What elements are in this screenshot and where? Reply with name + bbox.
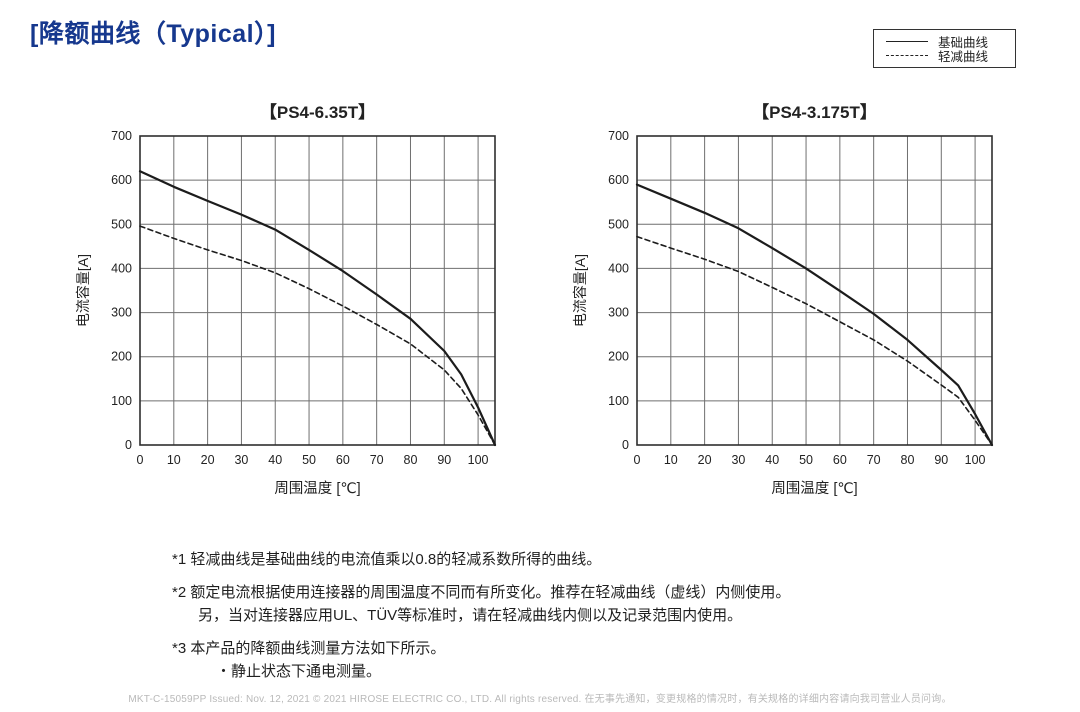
footnotes: *1 轻减曲线是基础曲线的电流值乘以0.8的轻减系数所得的曲线。 *2 额定电流…	[172, 548, 790, 683]
footnote-3: *3 本产品的降额曲线测量方法如下所示。	[172, 640, 446, 657]
svg-text:20: 20	[698, 453, 712, 467]
svg-text:10: 10	[167, 453, 181, 467]
page-title: [降额曲线（Typical）]	[30, 20, 276, 48]
svg-text:400: 400	[111, 261, 132, 275]
svg-text:90: 90	[934, 453, 948, 467]
svg-text:电流容量[A]: 电流容量[A]	[572, 254, 588, 327]
footnote-1: *1 轻减曲线是基础曲线的电流值乘以0.8的轻减系数所得的曲线。	[172, 551, 602, 568]
solid-line-icon	[886, 40, 928, 42]
legend: 基础曲线 轻减曲线	[873, 29, 1016, 68]
svg-text:600: 600	[111, 173, 132, 187]
svg-text:10: 10	[664, 453, 678, 467]
svg-text:300: 300	[111, 306, 132, 320]
svg-text:200: 200	[608, 350, 629, 364]
svg-text:50: 50	[799, 453, 813, 467]
svg-text:周围温度 [℃]: 周围温度 [℃]	[771, 480, 857, 496]
svg-text:30: 30	[731, 453, 745, 467]
derating-chart-svg: 0 100 200 300 400 500 600 700 0 10 20 30 40 50 60 70 80 9…	[75, 102, 497, 497]
svg-text:60: 60	[336, 453, 350, 467]
svg-text:200: 200	[111, 350, 132, 364]
svg-text:100: 100	[468, 453, 489, 467]
legend-item-base-curve: 基础曲线	[886, 34, 1005, 50]
svg-text:【PS4-3.175T】: 【PS4-3.175T】	[752, 102, 877, 122]
footnote-2: *2 额定电流根据使用连接器的周围温度不同而有所变化。推荐在轻减曲线（虚线）内侧…	[172, 584, 791, 601]
svg-text:70: 70	[867, 453, 881, 467]
svg-text:300: 300	[608, 306, 629, 320]
svg-text:500: 500	[608, 217, 629, 231]
svg-text:700: 700	[111, 129, 132, 143]
svg-text:0: 0	[137, 453, 144, 467]
svg-text:80: 80	[901, 453, 915, 467]
svg-text:500: 500	[111, 217, 132, 231]
chart-ps4-3-175t: 0 100 200 300 400 500 600 700 0 10 20 30 40 50 60 70 80 9…	[565, 96, 1025, 497]
charts-row: 0 100 200 300 400 500 600 700 0 10 20 30 40 50 60 70 80 9…	[68, 96, 1025, 497]
svg-text:100: 100	[965, 453, 986, 467]
svg-text:100: 100	[111, 394, 132, 408]
svg-text:【PS4-6.35T】: 【PS4-6.35T】	[260, 102, 375, 122]
svg-text:80: 80	[404, 453, 418, 467]
svg-text:60: 60	[833, 453, 847, 467]
svg-text:90: 90	[437, 453, 451, 467]
svg-text:100: 100	[608, 394, 629, 408]
svg-text:600: 600	[608, 173, 629, 187]
legend-label: 基础曲线	[938, 35, 989, 50]
footnote-2-continued: 另，当对连接器应用UL、TÜV等标准时，请在轻减曲线内侧以及记录范围内使用。	[198, 607, 743, 624]
svg-text:70: 70	[370, 453, 384, 467]
svg-text:40: 40	[268, 453, 282, 467]
svg-text:20: 20	[201, 453, 215, 467]
dashed-line-icon	[886, 54, 928, 56]
legend-label: 轻减曲线	[938, 49, 989, 64]
svg-text:700: 700	[608, 129, 629, 143]
svg-text:0: 0	[622, 438, 629, 452]
chart-ps4-6-35t: 0 100 200 300 400 500 600 700 0 10 20 30 40 50 60 70 80 9…	[68, 96, 528, 497]
svg-text:周围温度 [℃]: 周围温度 [℃]	[274, 480, 360, 496]
footnote-3-bullet: ・静止状态下通电测量。	[216, 663, 382, 680]
svg-text:40: 40	[765, 453, 779, 467]
svg-text:电流容量[A]: 电流容量[A]	[75, 254, 91, 327]
svg-text:30: 30	[234, 453, 248, 467]
svg-text:0: 0	[634, 453, 641, 467]
svg-text:0: 0	[125, 438, 132, 452]
svg-text:400: 400	[608, 261, 629, 275]
derating-chart-svg: 0 100 200 300 400 500 600 700 0 10 20 30 40 50 60 70 80 9…	[572, 102, 994, 497]
svg-text:50: 50	[302, 453, 316, 467]
document-footer: MKT-C-15059PP Issued: Nov. 12, 2021 © 20…	[128, 694, 952, 705]
legend-item-derated-curve: 轻减曲线	[886, 48, 1005, 64]
